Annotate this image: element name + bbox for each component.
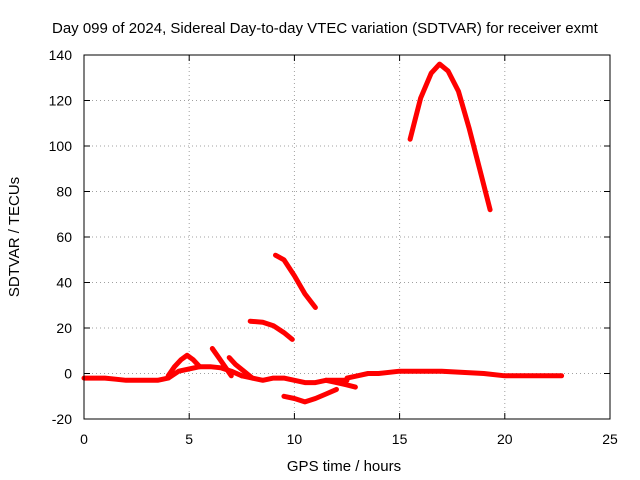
grid-lines	[84, 55, 610, 419]
y-tick-label: 120	[49, 93, 73, 109]
y-tick-label: 80	[56, 184, 72, 200]
series-spike-4.5	[165, 352, 203, 379]
chart-title: Day 099 of 2024, Sidereal Day-to-day VTE…	[52, 20, 599, 37]
series-dip-9.5	[281, 386, 339, 405]
y-axis-label: SDTVAR / TECUs	[6, 177, 23, 297]
series-spike-6.2	[209, 346, 234, 379]
series-tail-12	[323, 377, 358, 390]
x-tick-label: 15	[392, 431, 408, 447]
y-tick-label: -20	[52, 411, 72, 427]
x-tick-label: 25	[602, 431, 618, 447]
series-baseline-late	[344, 368, 565, 381]
x-tick-label: 0	[80, 431, 88, 447]
x-axis-label: GPS time / hours	[287, 458, 401, 475]
y-tick-label: 140	[49, 47, 73, 63]
y-tick-label: 40	[56, 275, 72, 291]
series-arc-16	[407, 61, 493, 213]
y-tick-label: 0	[64, 366, 72, 382]
y-tick-label: 20	[56, 320, 72, 336]
series-arc-8	[247, 318, 295, 342]
y-tick-label: 100	[49, 138, 73, 154]
y-axis-ticks: -20 0 20 40 60 80 100 120 140	[49, 47, 610, 427]
y-tick-label: 60	[56, 229, 72, 245]
series-arc-9	[273, 252, 318, 310]
x-axis-ticks: 0 5 10 15 20 25	[80, 55, 618, 447]
series-baseline-early	[81, 364, 245, 383]
x-tick-label: 10	[287, 431, 303, 447]
x-tick-label: 20	[497, 431, 513, 447]
series-layer	[81, 61, 565, 405]
x-tick-label: 5	[185, 431, 193, 447]
plot-frame	[83, 54, 611, 420]
